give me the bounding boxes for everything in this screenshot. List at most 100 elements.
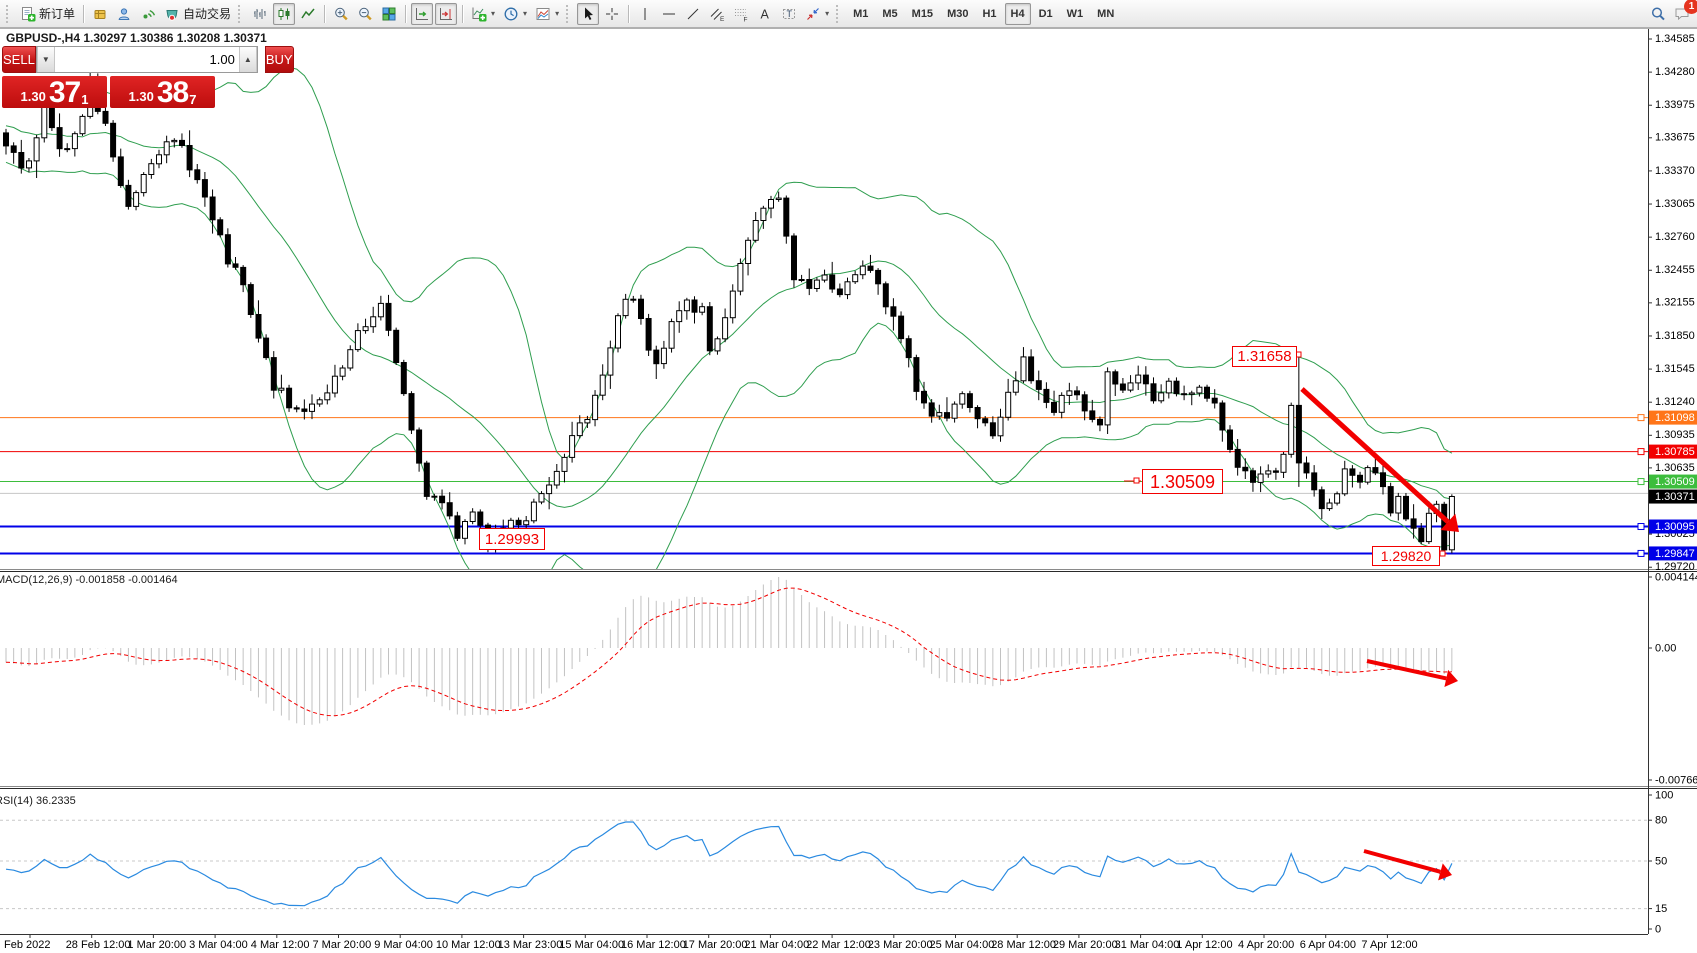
trend-arrow[interactable]: [1363, 849, 1441, 874]
zoom-in-button[interactable]: [330, 3, 352, 25]
signals-icon: [143, 9, 156, 18]
time-tick-label: 7 Apr 12:00: [1361, 939, 1417, 951]
price-badge-label: 1.30371: [1655, 491, 1695, 503]
crosshair-icon: [606, 7, 619, 20]
chevron-down-icon: ▾: [825, 8, 830, 18]
timeframe-button-m30[interactable]: M30: [947, 7, 969, 20]
candle-chart-button[interactable]: [273, 2, 296, 25]
fibonacci-button[interactable]: F: [730, 3, 752, 25]
horizontal-line-icon: [663, 13, 676, 14]
price-badge-label: 1.30509: [1655, 476, 1695, 488]
horizontal-level-lines[interactable]: [0, 414, 1648, 557]
text-button[interactable]: A: [754, 3, 776, 25]
ask-price-panel[interactable]: 1.30 38 7: [110, 76, 215, 108]
cursor-button[interactable]: [577, 2, 600, 25]
timeframe-button-h4[interactable]: H4: [1004, 2, 1031, 25]
bar-chart-button[interactable]: [249, 3, 271, 25]
trendline-button[interactable]: [682, 3, 704, 25]
price-callout[interactable]: 1.29993: [479, 528, 545, 550]
price-tick-label: 1.31850: [1655, 330, 1695, 342]
price-tick-label: 1.32760: [1655, 231, 1695, 243]
trendline-icon: [687, 8, 699, 19]
bollinger-bands: [5, 66, 1453, 569]
signals-button[interactable]: [137, 3, 159, 25]
marketplace-button[interactable]: [89, 3, 111, 25]
toolbar-separator: [83, 4, 85, 23]
price-callout[interactable]: 1.29820: [1372, 546, 1440, 566]
price-badge: [1649, 489, 1697, 504]
rsi-scale-label: 50: [1655, 855, 1667, 867]
price-tick-label: 1.31545: [1655, 363, 1695, 375]
new-order-button[interactable]: 新订单: [17, 3, 78, 25]
timeframe-button-d1[interactable]: D1: [1038, 7, 1053, 20]
chart-shift-button[interactable]: [435, 2, 458, 25]
rsi-scale-label: 100: [1655, 789, 1673, 801]
indicators-button[interactable]: ▾: [468, 3, 498, 25]
timeframe-button-h1[interactable]: H1: [982, 7, 997, 20]
time-tick-label: 21 Mar 04:00: [744, 939, 809, 951]
price-callout[interactable]: 1.30509: [1142, 469, 1223, 494]
timeframe-button-m5[interactable]: M5: [882, 7, 898, 20]
bid-price-main: 37: [48, 76, 81, 109]
trend-arrow-head: [1440, 513, 1459, 532]
channel-button[interactable]: E: [706, 3, 728, 25]
tile-windows-icon: [382, 7, 396, 20]
volume-decrease-button[interactable]: ▼: [36, 47, 55, 72]
community-button[interactable]: [113, 3, 135, 25]
price-badge: [1649, 474, 1697, 489]
templates-button[interactable]: ▾: [532, 3, 562, 25]
arrows-button[interactable]: ▾: [802, 3, 832, 25]
label-button[interactable]: T: [778, 3, 800, 25]
crosshair-button[interactable]: [601, 3, 623, 25]
price-tick-label: 1.33065: [1655, 198, 1695, 210]
price-tick-label: 1.31240: [1655, 396, 1695, 408]
search-icon: [1651, 7, 1665, 20]
label-icon: T: [783, 8, 796, 19]
axes: [0, 28, 1697, 935]
toolbar-button-label: 新订单: [39, 7, 76, 21]
rsi-scale-label: 0: [1655, 923, 1661, 935]
ask-price-main: 38: [156, 76, 189, 109]
search-button[interactable]: [1647, 3, 1669, 25]
bid-price-panel[interactable]: 1.30 37 1: [2, 76, 107, 108]
svg-text:T: T: [787, 9, 793, 19]
time-tick-label: 3 Mar 04:00: [189, 939, 248, 951]
volume-input[interactable]: [54, 47, 239, 72]
price-callout[interactable]: 1.31658: [1232, 346, 1297, 367]
timeframe-button-w1[interactable]: W1: [1066, 7, 1084, 20]
auto-scroll-button[interactable]: [411, 2, 434, 25]
autotrade-button[interactable]: 自动交易: [161, 3, 234, 25]
buy-button[interactable]: BUY: [264, 46, 294, 73]
time-tick-label: 7 Mar 20:00: [313, 939, 372, 951]
trend-arrow-head: [1444, 669, 1458, 688]
trend-arrow[interactable]: [1366, 659, 1447, 681]
sell-button[interactable]: SELL: [2, 46, 36, 73]
periods-button[interactable]: ▾: [500, 3, 530, 25]
indicators-icon: [472, 7, 487, 21]
timeframe-button-m15[interactable]: M15: [911, 7, 934, 20]
periods-icon: [504, 7, 518, 20]
trend-arrow[interactable]: [1300, 387, 1450, 524]
horizontal-line-button[interactable]: [658, 3, 680, 25]
annotations[interactable]: [504, 351, 1459, 881]
macd-scale-label: -0.007664: [1655, 774, 1697, 786]
price-badge: [1649, 546, 1697, 561]
macd-indicator-label: MACD(12,26,9) -0.001858 -0.001464: [0, 574, 178, 586]
time-tick-label: 15 Mar 04:00: [559, 939, 624, 951]
notifications-button[interactable]: 1: [1671, 0, 1697, 25]
community-icon: [118, 7, 130, 20]
rsi-scale-label: 80: [1655, 815, 1667, 827]
volume-increase-button[interactable]: ▲: [238, 47, 257, 72]
line-chart-icon: [301, 8, 315, 18]
tile-windows-button[interactable]: [378, 3, 400, 25]
cursor-icon: [585, 7, 594, 20]
toolbar-separator: [405, 4, 407, 23]
zoom-out-button[interactable]: [354, 3, 376, 25]
line-chart-button[interactable]: [297, 3, 319, 25]
vertical-line-button[interactable]: [634, 3, 656, 25]
price-badge: [1649, 519, 1697, 534]
timeframe-button-mn[interactable]: MN: [1097, 7, 1115, 20]
timeframe-button-m1[interactable]: M1: [853, 7, 869, 20]
